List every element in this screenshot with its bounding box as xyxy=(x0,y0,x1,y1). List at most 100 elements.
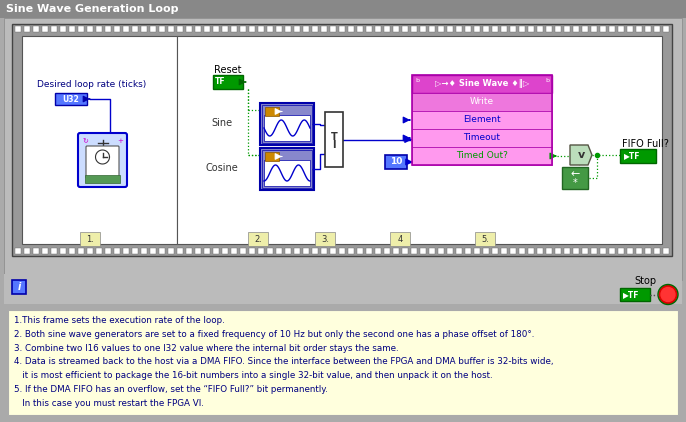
Text: 1.This frame sets the execution rate of the loop.: 1.This frame sets the execution rate of … xyxy=(14,316,225,325)
FancyBboxPatch shape xyxy=(537,248,543,254)
FancyBboxPatch shape xyxy=(591,26,597,32)
FancyBboxPatch shape xyxy=(213,248,219,254)
FancyBboxPatch shape xyxy=(150,26,156,32)
FancyBboxPatch shape xyxy=(312,26,318,32)
FancyBboxPatch shape xyxy=(366,248,372,254)
FancyBboxPatch shape xyxy=(87,248,93,254)
Text: Timeout: Timeout xyxy=(464,133,501,143)
FancyBboxPatch shape xyxy=(620,149,656,163)
Text: 4: 4 xyxy=(397,235,403,243)
FancyBboxPatch shape xyxy=(186,26,192,32)
Text: 3. Combine two I16 values to one I32 value where the internal bit order stays th: 3. Combine two I16 values to one I32 val… xyxy=(14,344,399,353)
FancyBboxPatch shape xyxy=(555,26,561,32)
FancyBboxPatch shape xyxy=(222,26,228,32)
FancyBboxPatch shape xyxy=(390,232,410,246)
FancyBboxPatch shape xyxy=(474,248,480,254)
Text: it is most efficient to package the 16-bit numbers into a single 32-bit value, a: it is most efficient to package the 16-b… xyxy=(14,371,493,380)
Text: Timed Out?: Timed Out? xyxy=(456,151,508,160)
FancyBboxPatch shape xyxy=(474,26,480,32)
Text: U32: U32 xyxy=(62,95,80,103)
FancyBboxPatch shape xyxy=(78,248,84,254)
Text: Sine: Sine xyxy=(211,118,233,128)
FancyBboxPatch shape xyxy=(86,146,119,178)
FancyBboxPatch shape xyxy=(412,93,552,111)
FancyBboxPatch shape xyxy=(55,93,87,105)
FancyBboxPatch shape xyxy=(276,248,282,254)
FancyBboxPatch shape xyxy=(22,36,177,244)
FancyBboxPatch shape xyxy=(528,26,534,32)
FancyBboxPatch shape xyxy=(264,115,310,141)
FancyBboxPatch shape xyxy=(375,248,381,254)
FancyBboxPatch shape xyxy=(492,248,498,254)
FancyBboxPatch shape xyxy=(294,26,300,32)
FancyBboxPatch shape xyxy=(412,111,552,129)
FancyBboxPatch shape xyxy=(186,248,192,254)
FancyBboxPatch shape xyxy=(618,248,624,254)
FancyBboxPatch shape xyxy=(562,167,588,189)
Text: 3.: 3. xyxy=(321,235,329,243)
FancyBboxPatch shape xyxy=(141,26,147,32)
FancyBboxPatch shape xyxy=(303,248,309,254)
FancyBboxPatch shape xyxy=(231,26,237,32)
FancyBboxPatch shape xyxy=(546,248,552,254)
Text: ▷→♦ Sine Wave ♦‖▷: ▷→♦ Sine Wave ♦‖▷ xyxy=(435,79,529,89)
FancyBboxPatch shape xyxy=(12,24,672,256)
FancyBboxPatch shape xyxy=(177,26,183,32)
FancyBboxPatch shape xyxy=(654,26,660,32)
FancyBboxPatch shape xyxy=(582,26,588,32)
Text: 5. If the DMA FIFO has an overflow, set the “FIFO Full?” bit permanently.: 5. If the DMA FIFO has an overflow, set … xyxy=(14,385,328,394)
FancyBboxPatch shape xyxy=(411,26,417,32)
FancyBboxPatch shape xyxy=(412,129,552,147)
FancyBboxPatch shape xyxy=(312,248,318,254)
FancyBboxPatch shape xyxy=(492,26,498,32)
FancyBboxPatch shape xyxy=(262,105,312,143)
Polygon shape xyxy=(570,145,592,165)
Text: Write: Write xyxy=(470,97,494,106)
FancyBboxPatch shape xyxy=(33,26,39,32)
Circle shape xyxy=(659,286,677,303)
FancyBboxPatch shape xyxy=(537,26,543,32)
FancyBboxPatch shape xyxy=(582,248,588,254)
FancyBboxPatch shape xyxy=(258,248,264,254)
FancyBboxPatch shape xyxy=(555,248,561,254)
FancyBboxPatch shape xyxy=(195,26,201,32)
Text: 5.: 5. xyxy=(481,235,489,243)
FancyBboxPatch shape xyxy=(213,75,243,89)
FancyBboxPatch shape xyxy=(69,248,75,254)
FancyBboxPatch shape xyxy=(348,26,354,32)
Text: TF: TF xyxy=(215,78,226,87)
FancyBboxPatch shape xyxy=(150,248,156,254)
FancyBboxPatch shape xyxy=(4,274,682,304)
FancyBboxPatch shape xyxy=(501,248,507,254)
FancyBboxPatch shape xyxy=(42,26,48,32)
FancyBboxPatch shape xyxy=(168,26,174,32)
FancyBboxPatch shape xyxy=(177,248,183,254)
FancyBboxPatch shape xyxy=(85,175,120,183)
FancyBboxPatch shape xyxy=(195,248,201,254)
Text: ↻: ↻ xyxy=(82,138,88,144)
FancyBboxPatch shape xyxy=(12,280,26,294)
Text: 2. Both sine wave generators are set to a fixed frequency of 10 Hz but only the : 2. Both sine wave generators are set to … xyxy=(14,330,534,339)
FancyBboxPatch shape xyxy=(51,26,57,32)
FancyBboxPatch shape xyxy=(609,248,615,254)
Text: v: v xyxy=(578,150,584,160)
FancyBboxPatch shape xyxy=(265,107,279,116)
FancyBboxPatch shape xyxy=(265,152,279,161)
FancyBboxPatch shape xyxy=(159,248,165,254)
Text: 4. Data is streamed back to the host via a DMA FIFO. Since the interface between: 4. Data is streamed back to the host via… xyxy=(14,357,554,366)
Circle shape xyxy=(661,287,675,301)
FancyBboxPatch shape xyxy=(321,26,327,32)
FancyBboxPatch shape xyxy=(78,26,84,32)
FancyBboxPatch shape xyxy=(24,26,30,32)
FancyBboxPatch shape xyxy=(393,26,399,32)
FancyBboxPatch shape xyxy=(366,26,372,32)
FancyBboxPatch shape xyxy=(438,248,444,254)
FancyBboxPatch shape xyxy=(168,248,174,254)
FancyBboxPatch shape xyxy=(375,26,381,32)
Text: 2.: 2. xyxy=(254,235,262,243)
FancyBboxPatch shape xyxy=(96,248,102,254)
FancyBboxPatch shape xyxy=(357,248,363,254)
FancyBboxPatch shape xyxy=(357,26,363,32)
FancyBboxPatch shape xyxy=(8,310,678,415)
FancyBboxPatch shape xyxy=(330,248,336,254)
